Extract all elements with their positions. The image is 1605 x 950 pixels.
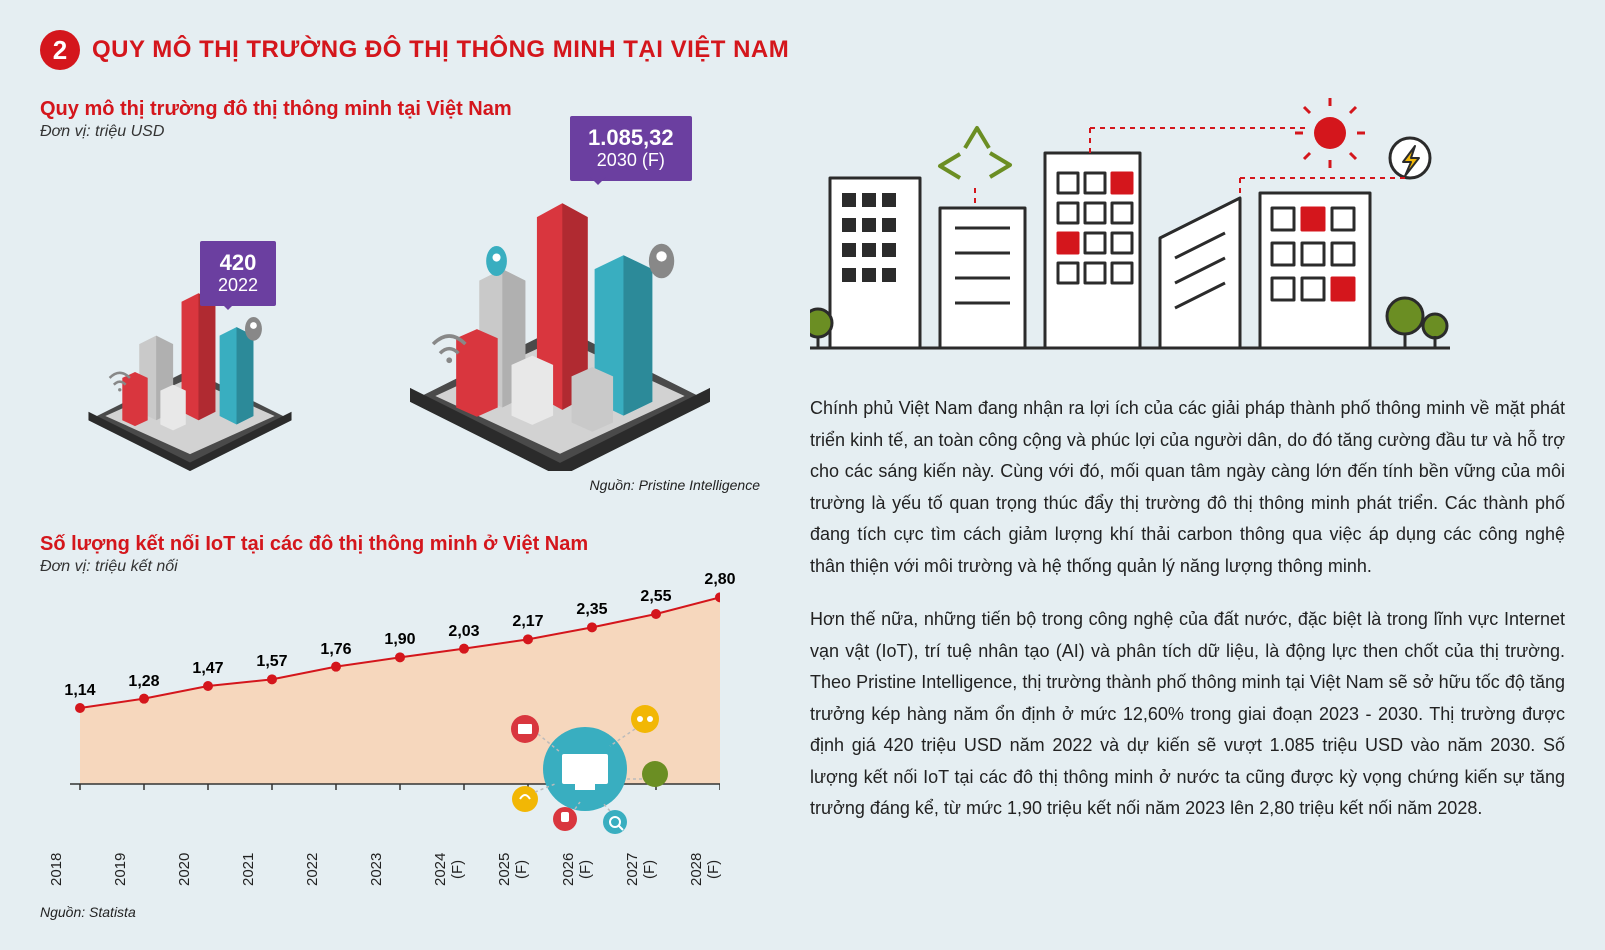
left-column: Quy mô thị trường đô thị thông minh tại … bbox=[40, 98, 760, 920]
iot-title: Số lượng kết nối IoT tại các đô thị thôn… bbox=[40, 533, 760, 556]
section-title: QUY MÔ THỊ TRƯỜNG ĐÔ THỊ THÔNG MINH TẠI … bbox=[92, 36, 789, 64]
callout-year: 2030 (F) bbox=[588, 150, 674, 171]
source-name: Statista bbox=[89, 904, 136, 920]
paragraph-2: Hơn thế nữa, những tiến bộ trong công ng… bbox=[810, 604, 1565, 825]
iot-value-label: 2,35 bbox=[576, 601, 607, 619]
main-columns: Quy mô thị trường đô thị thông minh tại … bbox=[40, 98, 1565, 920]
iot-value-label: 1,76 bbox=[320, 641, 351, 659]
iot-x-label: 2025 (F) bbox=[496, 844, 560, 894]
iot-value-label: 1,28 bbox=[128, 673, 159, 691]
market-cities-row: 420 2022 bbox=[40, 171, 760, 471]
iot-chart: 1,14 1,28 1,47 1,57 1,76 1,90 2,03 2,17 2,35 2,55… bbox=[40, 584, 720, 844]
smart-city-illustration-icon bbox=[810, 98, 1450, 358]
iot-x-label: 2020 bbox=[176, 844, 240, 894]
iot-cluster-icon bbox=[490, 674, 680, 834]
iot-value-label: 1,90 bbox=[384, 631, 415, 649]
source-name: Pristine Intelligence bbox=[639, 477, 760, 493]
iot-x-label: 2022 bbox=[304, 844, 368, 894]
callout-2022: 420 2022 bbox=[200, 241, 276, 306]
callout-value: 1.085,32 bbox=[588, 126, 674, 150]
iot-x-label: 2021 bbox=[240, 844, 304, 894]
callout-value: 420 bbox=[218, 251, 258, 275]
iot-x-label: 2018 bbox=[48, 844, 112, 894]
iot-value-label: 2,03 bbox=[448, 623, 479, 641]
market-source: Nguồn: Pristine Intelligence bbox=[40, 477, 760, 493]
iot-x-labels: 2018201920202021202220232024 (F)2025 (F)… bbox=[48, 844, 752, 894]
callout-2030: 1.085,32 2030 (F) bbox=[570, 116, 692, 181]
iot-value-label: 1,47 bbox=[192, 660, 223, 678]
iot-unit: Đơn vị: triệu kết nối bbox=[40, 558, 760, 576]
iot-x-label: 2024 (F) bbox=[432, 844, 496, 894]
iot-block: Số lượng kết nối IoT tại các đô thị thôn… bbox=[40, 533, 760, 920]
market-city-2022: 420 2022 bbox=[40, 251, 340, 471]
iot-value-label: 2,17 bbox=[512, 613, 543, 631]
section-number-badge: 2 bbox=[40, 30, 80, 70]
callout-year: 2022 bbox=[218, 275, 258, 296]
iot-x-label: 2019 bbox=[112, 844, 176, 894]
section-header: 2 QUY MÔ THỊ TRƯỜNG ĐÔ THỊ THÔNG MINH TẠ… bbox=[40, 30, 1565, 70]
market-city-2030: 1.085,32 2030 (F) bbox=[370, 171, 750, 471]
iot-value-label: 1,57 bbox=[256, 653, 287, 671]
source-prefix: Nguồn: bbox=[590, 477, 639, 493]
iot-value-label: 2,55 bbox=[640, 588, 671, 606]
iot-x-label: 2023 bbox=[368, 844, 432, 894]
paragraph-1: Chính phủ Việt Nam đang nhận ra lợi ích … bbox=[810, 393, 1565, 582]
iot-x-label: 2027 (F) bbox=[624, 844, 688, 894]
iot-x-label: 2026 (F) bbox=[560, 844, 624, 894]
right-column: Chính phủ Việt Nam đang nhận ra lợi ích … bbox=[810, 98, 1565, 920]
source-prefix: Nguồn: bbox=[40, 904, 89, 920]
city-icon-small bbox=[60, 251, 320, 471]
iot-value-label: 2,80 bbox=[704, 571, 735, 589]
iot-x-label: 2028 (F) bbox=[688, 844, 752, 894]
iot-source: Nguồn: Statista bbox=[40, 904, 760, 920]
market-size-block: Quy mô thị trường đô thị thông minh tại … bbox=[40, 98, 760, 493]
iot-value-label: 1,14 bbox=[64, 682, 95, 700]
city-icon-large bbox=[380, 171, 740, 471]
